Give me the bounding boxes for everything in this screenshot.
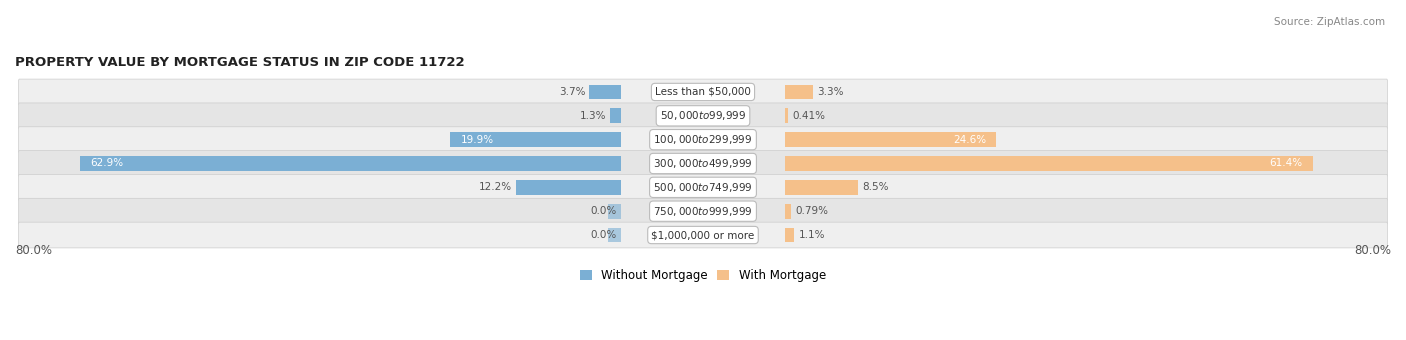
FancyBboxPatch shape [18, 174, 1388, 200]
FancyBboxPatch shape [18, 103, 1388, 129]
Bar [785, 132, 997, 147]
Bar [785, 204, 792, 219]
Text: 61.4%: 61.4% [1270, 158, 1302, 169]
Text: Source: ZipAtlas.com: Source: ZipAtlas.com [1274, 17, 1385, 27]
Bar [609, 204, 621, 219]
Bar [450, 132, 621, 147]
FancyBboxPatch shape [18, 151, 1388, 176]
Text: 80.0%: 80.0% [15, 244, 52, 257]
FancyBboxPatch shape [18, 127, 1388, 153]
Text: 8.5%: 8.5% [862, 182, 889, 192]
FancyBboxPatch shape [18, 198, 1388, 224]
Bar [785, 156, 1313, 171]
Text: 0.41%: 0.41% [793, 111, 825, 121]
Text: 0.0%: 0.0% [591, 230, 617, 240]
Text: 62.9%: 62.9% [90, 158, 124, 169]
Text: 3.7%: 3.7% [558, 87, 585, 97]
Text: 19.9%: 19.9% [461, 135, 494, 144]
Legend: Without Mortgage, With Mortgage: Without Mortgage, With Mortgage [575, 265, 831, 287]
Text: Less than $50,000: Less than $50,000 [655, 87, 751, 97]
Text: PROPERTY VALUE BY MORTGAGE STATUS IN ZIP CODE 11722: PROPERTY VALUE BY MORTGAGE STATUS IN ZIP… [15, 56, 464, 69]
Bar [785, 85, 813, 99]
Bar [785, 180, 858, 195]
FancyBboxPatch shape [18, 79, 1388, 105]
Text: 3.3%: 3.3% [817, 87, 844, 97]
Bar [610, 108, 621, 123]
Text: $100,000 to $299,999: $100,000 to $299,999 [654, 133, 752, 146]
Text: 0.0%: 0.0% [591, 206, 617, 216]
Text: $1,000,000 or more: $1,000,000 or more [651, 230, 755, 240]
Text: 1.3%: 1.3% [579, 111, 606, 121]
Text: $50,000 to $99,999: $50,000 to $99,999 [659, 109, 747, 122]
Text: 80.0%: 80.0% [1354, 244, 1391, 257]
Text: $500,000 to $749,999: $500,000 to $749,999 [654, 181, 752, 194]
Text: 12.2%: 12.2% [479, 182, 512, 192]
Text: 24.6%: 24.6% [953, 135, 986, 144]
FancyBboxPatch shape [18, 222, 1388, 248]
Text: 0.79%: 0.79% [796, 206, 828, 216]
Bar [589, 85, 621, 99]
Bar [609, 228, 621, 242]
Text: $750,000 to $999,999: $750,000 to $999,999 [654, 205, 752, 218]
Text: $300,000 to $499,999: $300,000 to $499,999 [654, 157, 752, 170]
Bar [80, 156, 621, 171]
Bar [785, 108, 789, 123]
Text: 1.1%: 1.1% [799, 230, 825, 240]
Bar [785, 228, 794, 242]
Bar [516, 180, 621, 195]
